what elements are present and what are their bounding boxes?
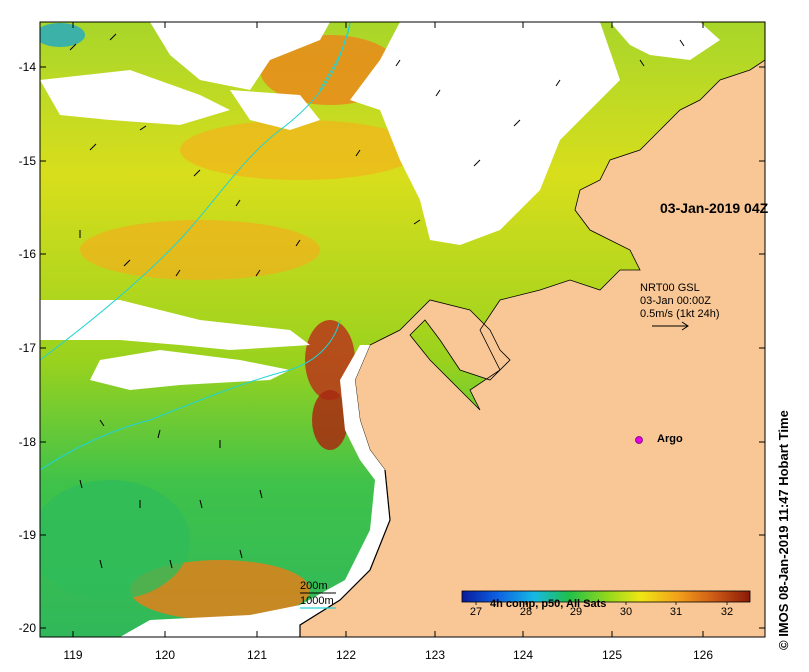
x-tick-label: 123: [424, 648, 446, 662]
depth-200m-label: 200m: [300, 580, 328, 592]
imos-credit: © IMOS 08-Jan-2019 11:47 Hobart Time: [776, 410, 791, 650]
current-vectors: [69, 33, 685, 569]
x-tick-label: 122: [335, 648, 357, 662]
warm-patch: [180, 120, 420, 180]
map-timestamp: 03-Jan-2019 04Z: [660, 200, 769, 216]
argo-label: Argo: [657, 433, 683, 445]
x-tick-label: 121: [246, 648, 268, 662]
warm-patch: [312, 390, 348, 450]
y-tick-label: -19: [18, 528, 36, 542]
colorbar-tick-label: 27: [469, 606, 483, 618]
x-tick-label: 120: [154, 648, 176, 662]
y-tick-label: -18: [18, 435, 36, 449]
y-tick-label: -20: [18, 621, 36, 635]
argo-float-marker[interactable]: [635, 436, 643, 444]
y-tick-label: -15: [18, 154, 36, 168]
cool-patch: [40, 480, 190, 600]
colorbar-tick-label: 32: [720, 606, 734, 618]
cloud-mask: [40, 22, 720, 390]
y-tick-label: -16: [18, 247, 36, 261]
sst-colorbar: [461, 590, 751, 603]
x-tick-label: 125: [601, 648, 623, 662]
depth-1000m-label: 1000m: [300, 595, 334, 607]
colorbar-title: 4h comp, p50, All Sats: [490, 598, 607, 610]
x-tick-label: 126: [692, 648, 714, 662]
colorbar-tick-label: 29: [569, 606, 583, 618]
coastline: [299, 469, 391, 637]
current-scale-label: 0.5m/s (1kt 24h): [640, 308, 720, 320]
current-product-date: 03-Jan 00:00Z: [640, 295, 711, 307]
map-plot-area: [40, 22, 765, 637]
colorbar-tick-label: 28: [519, 606, 533, 618]
warm-patch: [80, 220, 320, 280]
plot-frame: [39, 21, 766, 638]
y-tick-label: -17: [18, 341, 36, 355]
current-product-legend: NRT00 GSL 03-Jan 00:00Z 0.5m/s (1kt 24h): [640, 282, 719, 321]
depth-contours: [40, 22, 351, 471]
x-tick-label: 124: [512, 648, 534, 662]
current-product-name: NRT00 GSL: [640, 282, 700, 294]
colorbar-ticks: [475, 602, 728, 605]
warm-patch: [130, 560, 310, 620]
y-tick-label: -14: [18, 60, 36, 74]
colorbar-tick-label: 30: [619, 606, 633, 618]
axis-ticks: [40, 22, 765, 637]
cool-patch: [40, 23, 85, 47]
x-tick-label: 119: [63, 648, 83, 662]
current-scale-arrow: [652, 321, 689, 331]
colorbar-tick-label: 31: [669, 606, 683, 618]
